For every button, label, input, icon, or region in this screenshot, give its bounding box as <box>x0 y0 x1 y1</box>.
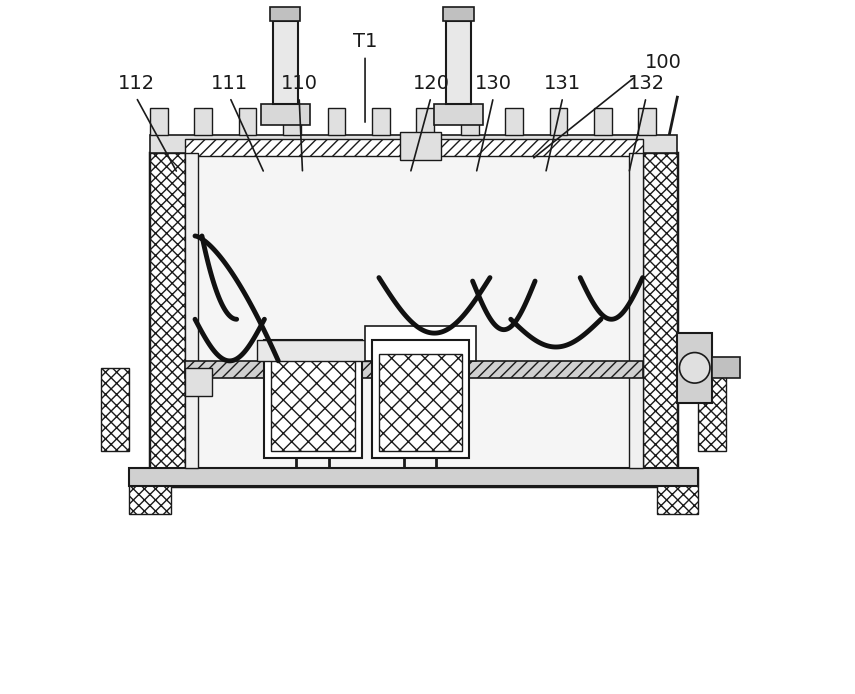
Bar <box>628 153 643 468</box>
Bar <box>372 108 390 135</box>
Bar <box>150 108 168 135</box>
Bar <box>257 340 369 361</box>
Bar <box>129 468 171 514</box>
Bar <box>261 104 310 125</box>
Bar <box>283 108 301 135</box>
Bar <box>643 153 677 486</box>
Bar <box>461 108 479 135</box>
Text: 110: 110 <box>280 74 317 93</box>
Bar <box>400 132 441 160</box>
Text: 100: 100 <box>645 53 682 72</box>
Text: 131: 131 <box>545 74 581 93</box>
Bar <box>505 108 523 135</box>
Bar <box>185 139 643 156</box>
Text: 112: 112 <box>117 74 155 93</box>
Bar <box>150 153 677 486</box>
Bar <box>365 326 476 361</box>
Bar <box>271 354 355 451</box>
Bar <box>434 104 483 125</box>
Text: T1: T1 <box>353 32 377 51</box>
Bar <box>550 108 568 135</box>
Bar <box>446 21 471 104</box>
Bar <box>239 108 256 135</box>
Bar <box>657 468 699 514</box>
Bar <box>150 153 185 486</box>
Bar <box>273 21 298 104</box>
Bar <box>639 108 657 135</box>
Bar <box>185 153 198 468</box>
Bar <box>327 108 345 135</box>
Circle shape <box>680 353 710 383</box>
Text: 120: 120 <box>412 74 450 93</box>
Bar <box>129 468 699 486</box>
Bar <box>102 368 129 451</box>
Bar <box>185 361 643 378</box>
Bar <box>677 333 712 403</box>
Bar <box>150 135 677 153</box>
Bar <box>699 368 726 451</box>
Bar <box>185 368 212 396</box>
Bar <box>444 7 474 21</box>
Bar <box>379 354 463 451</box>
Bar <box>594 108 612 135</box>
Text: 132: 132 <box>628 74 664 93</box>
Bar <box>416 108 434 135</box>
Text: 130: 130 <box>475 74 512 93</box>
Bar <box>264 340 362 458</box>
Bar <box>194 108 212 135</box>
Text: 111: 111 <box>211 74 248 93</box>
Bar <box>372 340 469 458</box>
Bar <box>270 7 300 21</box>
Bar <box>712 357 740 378</box>
